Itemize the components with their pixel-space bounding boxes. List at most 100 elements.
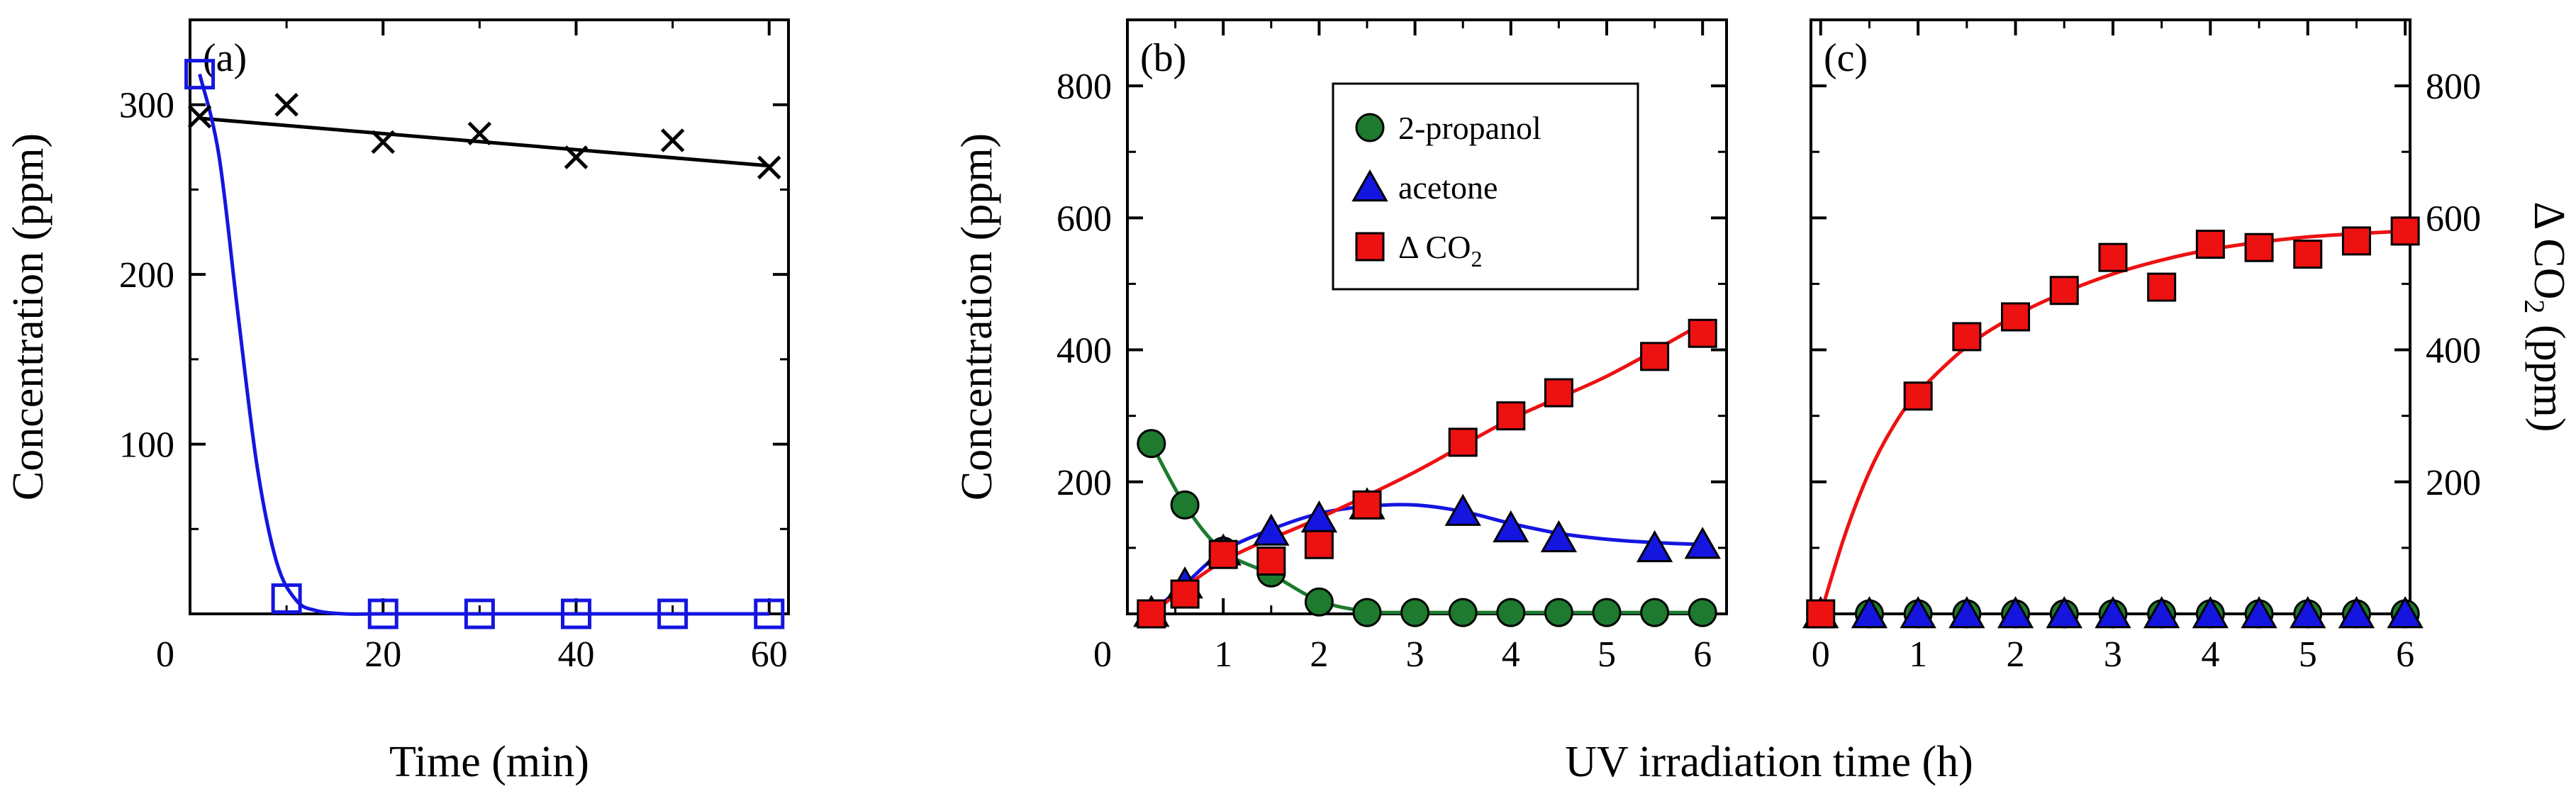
panel-label: (c)	[1824, 36, 1868, 80]
x-tick-label: 5	[2299, 634, 2317, 675]
data-point-triangle	[1684, 527, 1721, 559]
data-point-square	[1903, 381, 1933, 411]
data-point-square	[1208, 539, 1238, 569]
legend-marker	[1355, 232, 1385, 262]
y-axis-label-c-part: (ppm)	[2525, 314, 2573, 432]
data-point-open-square	[184, 59, 216, 90]
y-tick-label: 200	[1056, 463, 1112, 503]
data-point-square	[2001, 302, 2031, 332]
data-point-x	[757, 155, 781, 180]
data-point-triangle	[1997, 595, 2034, 629]
fit-line-1	[198, 74, 769, 616]
data-point-square	[1640, 342, 1670, 371]
panel-b: 1 2 3 4 5 6 200 400 600 800 0 (b) 2-propanol acetone Δ…	[1056, 18, 1728, 675]
data-point-circle	[1170, 490, 1200, 520]
data-point-circle	[1496, 598, 1526, 627]
data-point-open-square	[754, 598, 785, 629]
data-point-circle	[1544, 598, 1573, 627]
data-point-triangle	[1851, 595, 1888, 629]
legend-label: 2-propanol	[1398, 110, 1541, 146]
panel-c: 0 1 2 3 4 5 6 200 400 600 800 (c)	[1802, 18, 2481, 675]
data-point-triangle	[1900, 595, 1936, 629]
panel-label: (b)	[1140, 36, 1186, 80]
y-axis-label-a: Concentration (ppm)	[4, 133, 52, 500]
data-point-square	[2244, 233, 2274, 262]
data-point-triangle	[1540, 520, 1578, 553]
x-tick-label: 4	[1502, 634, 1520, 675]
data-point-square	[1688, 318, 1717, 348]
y-tick-label: 600	[2426, 198, 2481, 239]
plot-frame	[189, 18, 790, 615]
data-point-open-square	[271, 583, 302, 614]
x-tick-label: 20	[364, 634, 401, 675]
data-point-square	[1448, 427, 1478, 457]
data-point-square	[2147, 272, 2177, 302]
y-axis-label-c: Δ CO2 (ppm)	[2519, 201, 2573, 432]
legend-label-text: 2-propanol	[1398, 110, 1541, 146]
data-point-triangle	[2387, 595, 2424, 629]
data-point-triangle	[2192, 595, 2229, 629]
data-point-square	[2390, 216, 2420, 246]
data-point-triangle	[2143, 595, 2180, 629]
data-point-x	[564, 145, 589, 169]
y-axis-label-c-part: 2	[2519, 300, 2550, 314]
data-point-triangle	[1444, 493, 1481, 526]
x-tick-label: 0	[1812, 634, 1830, 675]
legend-marker	[1355, 113, 1385, 142]
data-point-square	[1806, 599, 1836, 629]
x-tick-label: 1	[1909, 634, 1927, 675]
data-point-x	[371, 130, 396, 155]
data-point-x	[187, 104, 212, 129]
data-point-square	[1952, 322, 1982, 352]
panel-label: (a)	[203, 36, 247, 80]
fit-line-0	[1149, 442, 1703, 615]
legend-label-subscript: 2	[1471, 246, 1482, 271]
data-point-square	[1170, 579, 1200, 609]
data-point-square	[2341, 226, 2371, 256]
x-tick-label: 3	[2104, 634, 2122, 675]
figure-labels: Time (min) UV irradiation time (h) Concent…	[4, 133, 2573, 786]
legend-label: Δ CO2	[1398, 229, 1482, 271]
y-tick-label: 200	[119, 255, 174, 296]
y-tick-label: 400	[2426, 331, 2481, 371]
data-point-square	[2195, 230, 2225, 259]
data-point-triangle	[2095, 595, 2131, 629]
fit-line-0	[199, 116, 769, 168]
data-point-circle	[1304, 587, 1334, 617]
data-point-square	[1304, 530, 1334, 559]
legend-label: acetone	[1398, 169, 1498, 206]
y-axis-label-c-part: Δ CO	[2525, 201, 2573, 299]
data-point-square	[2049, 276, 2079, 306]
y-tick-label: 800	[1056, 67, 1112, 107]
y-tick-label: 200	[2426, 463, 2481, 503]
data-point-square	[1544, 378, 1573, 408]
data-point-square	[1496, 401, 1526, 431]
x-tick-label: 2	[1310, 634, 1328, 675]
data-point-triangle	[2290, 595, 2326, 629]
x-tick-label: 6	[1693, 634, 1712, 675]
legend-label-text: Δ CO	[1398, 229, 1471, 265]
x-tick-label: 60	[751, 634, 788, 675]
data-point-circle	[1592, 598, 1622, 627]
data-point-square	[1137, 599, 1166, 629]
data-point-circle	[1688, 598, 1717, 627]
data-point-circle	[1448, 598, 1478, 627]
panel-a: 20 40 60 100 200 300 0 (a)	[119, 18, 790, 675]
data-point-circle	[1640, 598, 1670, 627]
x-axis-label-bc: UV irradiation time (h)	[1565, 738, 1973, 786]
x-tick-label: 1	[1214, 634, 1232, 675]
x-tick-label: 3	[1406, 634, 1424, 675]
origin-label: 0	[1093, 634, 1112, 675]
data-point-circle	[1400, 598, 1430, 627]
x-tick-label: 2	[2007, 634, 2025, 675]
fit-line-2	[1150, 322, 1704, 616]
y-tick-label: 800	[2426, 67, 2481, 107]
data-point-square	[2293, 240, 2323, 269]
x-tick-label: 4	[2201, 634, 2219, 675]
data-point-triangle	[1253, 513, 1290, 546]
data-point-square	[2098, 242, 2128, 272]
legend-marker	[1351, 169, 1388, 202]
data-point-x	[467, 121, 492, 146]
data-point-circle	[1352, 598, 1382, 627]
x-tick-label: 40	[558, 634, 595, 675]
